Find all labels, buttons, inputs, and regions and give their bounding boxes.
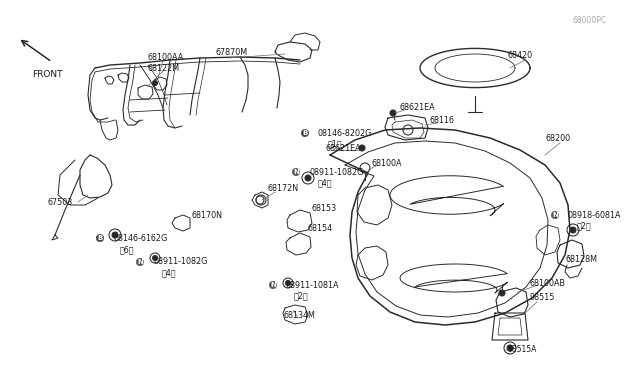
Circle shape (305, 175, 311, 181)
Text: 08911-1082G: 08911-1082G (153, 257, 207, 266)
Text: 68420: 68420 (508, 51, 533, 60)
Text: 68170N: 68170N (192, 211, 223, 219)
Text: 68100A: 68100A (372, 158, 403, 167)
Circle shape (390, 110, 396, 116)
Text: N: N (270, 282, 276, 288)
Circle shape (112, 232, 118, 238)
Circle shape (499, 290, 505, 296)
Text: 98515A: 98515A (508, 346, 538, 355)
Text: N: N (552, 212, 558, 218)
Text: N: N (137, 259, 143, 265)
Text: （2）: （2） (294, 292, 308, 301)
Text: 68172N: 68172N (268, 183, 299, 192)
Text: （4）: （4） (162, 269, 177, 278)
Text: 68134M: 68134M (283, 311, 315, 321)
Text: 68116: 68116 (430, 115, 455, 125)
Text: 08146-8202G: 08146-8202G (318, 128, 372, 138)
Text: 08146-6162G: 08146-6162G (113, 234, 167, 243)
Circle shape (285, 280, 291, 285)
Text: 08918-6081A: 08918-6081A (568, 211, 621, 219)
Text: 68122M: 68122M (147, 64, 179, 73)
Text: 68621EA: 68621EA (325, 144, 360, 153)
Text: 68154: 68154 (308, 224, 333, 232)
Text: N: N (293, 169, 299, 175)
Circle shape (359, 145, 365, 151)
Text: 68200: 68200 (545, 134, 570, 142)
Text: （1）: （1） (328, 140, 342, 148)
Text: 68100AA: 68100AA (147, 52, 183, 61)
Circle shape (507, 345, 513, 351)
Text: 68100AB: 68100AB (530, 279, 566, 288)
Text: 98515: 98515 (530, 294, 556, 302)
Text: FRONT: FRONT (32, 70, 63, 79)
Text: 68153: 68153 (312, 203, 337, 212)
Circle shape (152, 256, 157, 260)
Text: B: B (302, 130, 308, 136)
Text: 68128M: 68128M (565, 256, 597, 264)
Text: 68000PC: 68000PC (573, 16, 607, 25)
Text: 〈6〉: 〈6〉 (120, 246, 134, 254)
Circle shape (570, 227, 576, 233)
Text: 08911-1081A: 08911-1081A (286, 280, 339, 289)
Text: 67503: 67503 (47, 198, 72, 206)
Text: （4）: （4） (318, 179, 333, 187)
Text: B: B (97, 235, 102, 241)
Text: 08911-1082G: 08911-1082G (309, 167, 364, 176)
Text: 68621EA: 68621EA (400, 103, 436, 112)
Text: 67870M: 67870M (215, 48, 247, 57)
Circle shape (152, 80, 157, 86)
Text: （2）: （2） (577, 221, 591, 231)
